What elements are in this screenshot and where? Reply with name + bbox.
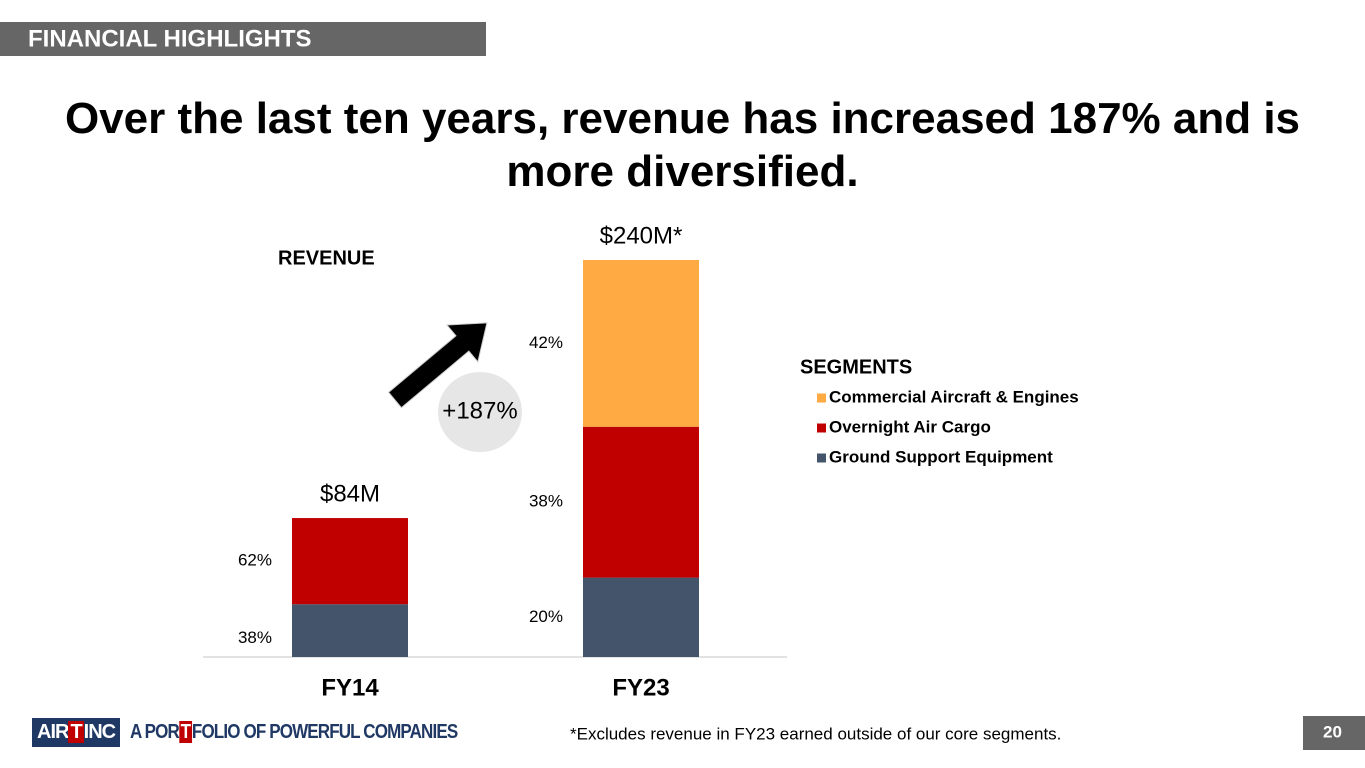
legend-label: Overnight Air Cargo bbox=[829, 417, 991, 436]
total-label: $240M* bbox=[600, 222, 683, 249]
logo-part: T bbox=[179, 721, 193, 743]
chart-subtitle: REVENUE bbox=[278, 247, 375, 269]
logo-tagline: A PORTFOLIO OF POWERFUL COMPANIES bbox=[130, 721, 458, 744]
page-number-box bbox=[1303, 716, 1365, 750]
legend-swatch bbox=[817, 453, 826, 463]
legend-label: Commercial Aircraft & Engines bbox=[829, 387, 1079, 406]
footnote: *Excludes revenue in FY23 earned outside… bbox=[570, 724, 1061, 743]
value-label: 20% bbox=[529, 607, 563, 626]
annotation: +187% bbox=[442, 397, 517, 424]
logo-part: FOLIO OF POWERFUL COMPANIES bbox=[192, 721, 458, 743]
bar-segment bbox=[583, 426, 699, 578]
value-label: 38% bbox=[238, 628, 272, 647]
logo-brand: AIR T INC bbox=[32, 718, 121, 747]
legend-swatch bbox=[817, 423, 826, 433]
value-label: 38% bbox=[529, 492, 563, 511]
growth-arrow bbox=[387, 322, 488, 409]
legend-swatch bbox=[817, 393, 826, 403]
value-label: 62% bbox=[238, 551, 272, 570]
x-tick-label: FY14 bbox=[321, 674, 379, 701]
legend-label: Ground Support Equipment bbox=[829, 447, 1053, 466]
legend-title: SEGMENTS bbox=[800, 356, 912, 378]
bar-segment bbox=[292, 604, 408, 657]
page-number: 20 bbox=[1323, 722, 1342, 741]
value-label: 42% bbox=[529, 333, 563, 352]
logo-part: INC bbox=[83, 721, 116, 743]
annotation-bubble bbox=[438, 372, 522, 452]
logo: AIR T INC A PORTFOLIO OF POWERFUL COMPANIE… bbox=[32, 718, 515, 747]
bar-segment bbox=[583, 577, 699, 657]
header-text: FINANCIAL HIGHLIGHTS bbox=[28, 25, 312, 52]
logo-part: A POR bbox=[130, 721, 180, 743]
bar-segment bbox=[292, 518, 408, 605]
slide-title: Over the last ten years, revenue has inc… bbox=[64, 94, 1301, 196]
header-band bbox=[0, 22, 486, 56]
logo-part: T bbox=[68, 721, 84, 743]
x-tick-label: FY23 bbox=[612, 674, 669, 701]
logo-part: AIR bbox=[37, 721, 69, 743]
bar-segment bbox=[583, 260, 699, 427]
total-label: $84M bbox=[320, 480, 380, 507]
